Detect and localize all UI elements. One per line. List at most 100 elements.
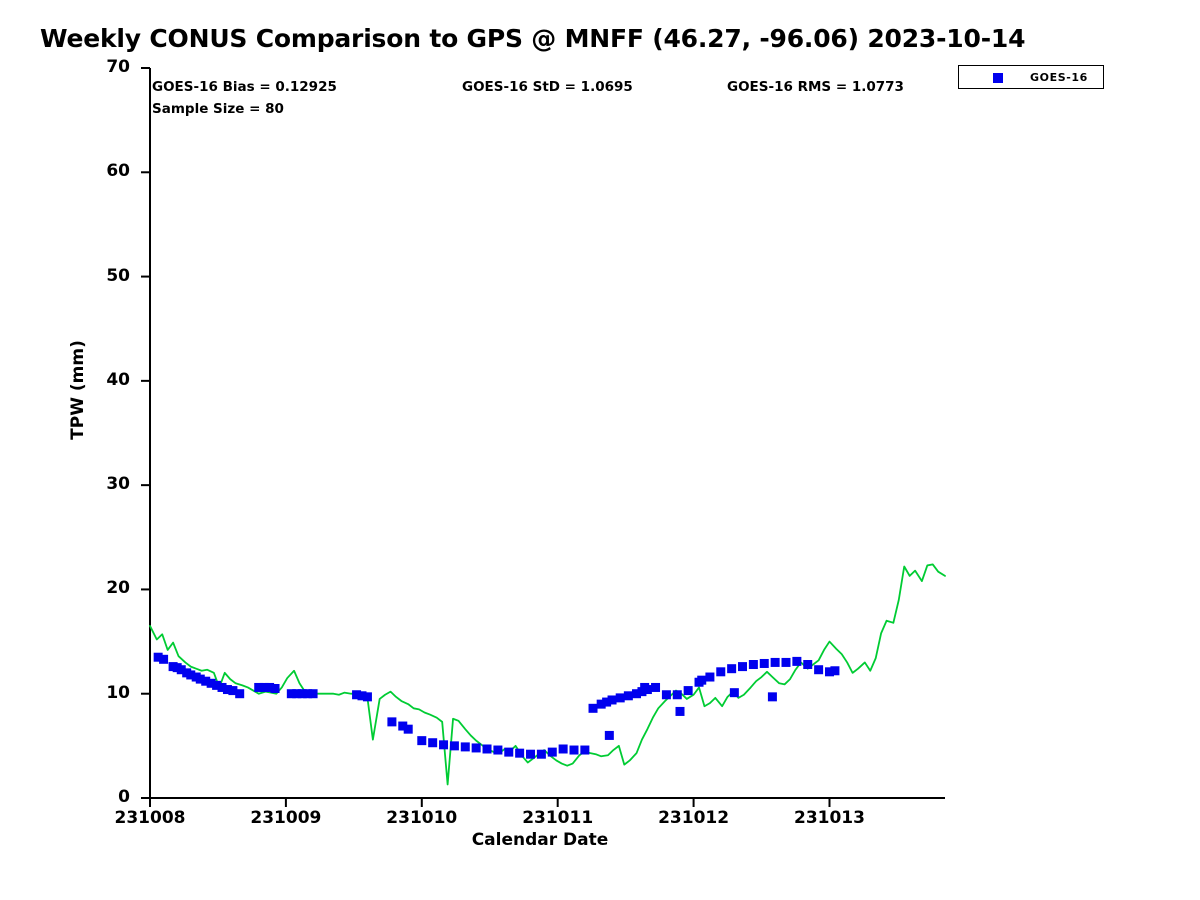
data-point [195, 674, 205, 684]
data-point [748, 660, 758, 670]
data-point [153, 652, 163, 662]
data-point [526, 749, 536, 759]
x-tick-label: 231009 [250, 808, 322, 828]
data-point [716, 667, 726, 677]
x-axis-label: Calendar Date [471, 830, 609, 850]
data-point [482, 744, 492, 754]
data-point [759, 658, 769, 668]
data-point [830, 666, 840, 676]
data-point [615, 693, 625, 703]
data-point [602, 697, 612, 707]
data-point [297, 689, 307, 699]
data-point [460, 742, 470, 752]
y-tick-label: 60 [106, 161, 130, 182]
chart-title: Weekly CONUS Comparison to GPS @ MNFF (4… [40, 24, 1026, 53]
data-point [515, 748, 525, 758]
legend-marker-goes16-icon [993, 73, 1003, 83]
data-point [661, 690, 671, 700]
data-point [493, 745, 503, 755]
data-point [254, 682, 264, 692]
data-point [308, 689, 318, 699]
series-line-gps [149, 563, 946, 786]
data-point [675, 706, 685, 716]
data-point [738, 662, 748, 672]
data-point [596, 699, 606, 709]
data-point [604, 730, 614, 740]
data-point [206, 678, 216, 688]
data-point [547, 747, 557, 757]
data-point [588, 703, 598, 713]
y-tick-label: 20 [106, 578, 130, 599]
y-tick-label: 70 [106, 57, 130, 77]
data-point [672, 690, 682, 700]
data-point [504, 747, 514, 757]
data-point [176, 665, 186, 675]
y-tick-label: 50 [106, 265, 130, 286]
data-point [536, 749, 546, 759]
data-point [640, 682, 650, 692]
y-tick-label: 10 [106, 682, 130, 703]
data-point [303, 689, 313, 699]
data-point [580, 745, 590, 755]
data-point [217, 682, 227, 692]
data-point [357, 691, 367, 701]
data-point [222, 685, 232, 695]
x-tick-label: 231010 [386, 808, 458, 828]
stat-rms-label: GOES-16 RMS = 1.0773 [727, 79, 904, 95]
data-point [292, 689, 302, 699]
stat-sample-size-label: Sample Size = 80 [152, 101, 284, 117]
data-point [186, 670, 196, 680]
data-point [770, 657, 780, 667]
data-point [286, 689, 296, 699]
data-point [471, 743, 481, 753]
data-point [651, 682, 661, 692]
legend-label-goes16: GOES-16 [1030, 71, 1088, 84]
data-point [235, 689, 245, 699]
data-point [449, 741, 459, 751]
data-point [683, 686, 693, 696]
data-point [767, 692, 777, 702]
x-tick-label: 231008 [114, 808, 186, 828]
data-point [632, 689, 642, 699]
x-tick-label: 231012 [658, 808, 730, 828]
data-point [729, 688, 739, 698]
data-point [403, 724, 413, 734]
series-points-goes-16 [153, 652, 840, 759]
y-tick-label: 0 [118, 787, 130, 807]
data-point [398, 721, 408, 731]
data-point [387, 717, 397, 727]
x-tick-label: 231011 [522, 808, 594, 828]
data-point [265, 682, 275, 692]
stat-bias-label: GOES-16 Bias = 0.12925 [152, 79, 337, 95]
data-point [792, 656, 802, 666]
data-point [270, 684, 280, 693]
data-point [824, 667, 834, 677]
data-point [623, 691, 633, 701]
data-point [781, 657, 791, 667]
data-point [352, 690, 362, 700]
data-point [201, 676, 211, 686]
x-tick-label: 231013 [793, 808, 865, 828]
data-point [439, 740, 449, 750]
data-point [558, 744, 568, 754]
data-point [814, 665, 824, 675]
data-point [212, 680, 222, 690]
data-point [362, 692, 372, 702]
data-point [705, 672, 715, 682]
data-point [697, 675, 707, 685]
data-point [159, 654, 169, 664]
data-point [607, 695, 617, 705]
y-tick-label: 40 [106, 369, 130, 390]
legend: GOES-16 [958, 65, 1104, 89]
data-point [803, 660, 813, 670]
data-point [727, 664, 737, 674]
data-point [417, 736, 427, 746]
data-point [428, 738, 438, 748]
data-point [569, 745, 579, 755]
data-point [259, 682, 269, 692]
data-point [228, 686, 238, 696]
y-tick-label: 30 [106, 474, 130, 495]
stat-std-label: GOES-16 StD = 1.0695 [462, 79, 633, 95]
